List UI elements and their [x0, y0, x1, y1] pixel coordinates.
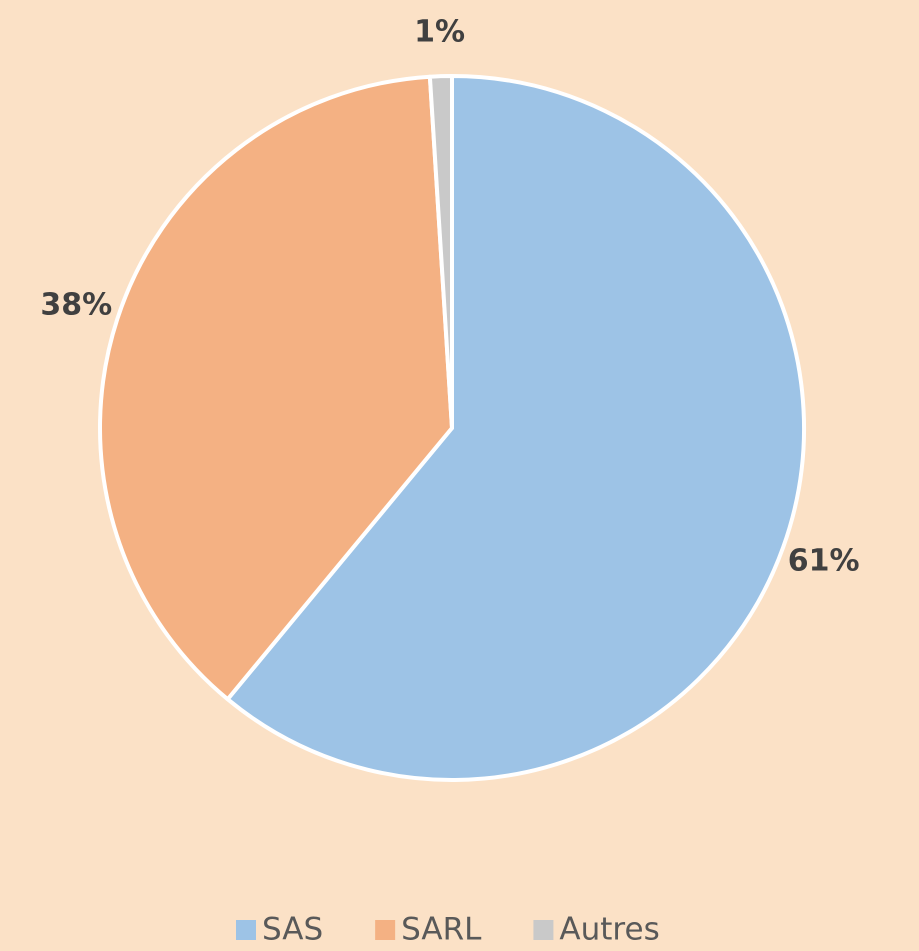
data-label: 1% — [414, 15, 465, 50]
legend-label: Autres — [559, 912, 659, 948]
legend-label: SARL — [401, 912, 482, 948]
pie-slice — [427, 74, 454, 430]
legend-swatch — [375, 920, 396, 940]
pie-slice — [225, 74, 806, 782]
legend-swatch — [533, 920, 554, 940]
legend-label: SAS — [262, 912, 323, 948]
data-label: 61% — [788, 543, 860, 578]
pie-slice — [98, 74, 454, 702]
legend-swatch — [236, 920, 256, 940]
data-label: 38% — [40, 287, 112, 322]
